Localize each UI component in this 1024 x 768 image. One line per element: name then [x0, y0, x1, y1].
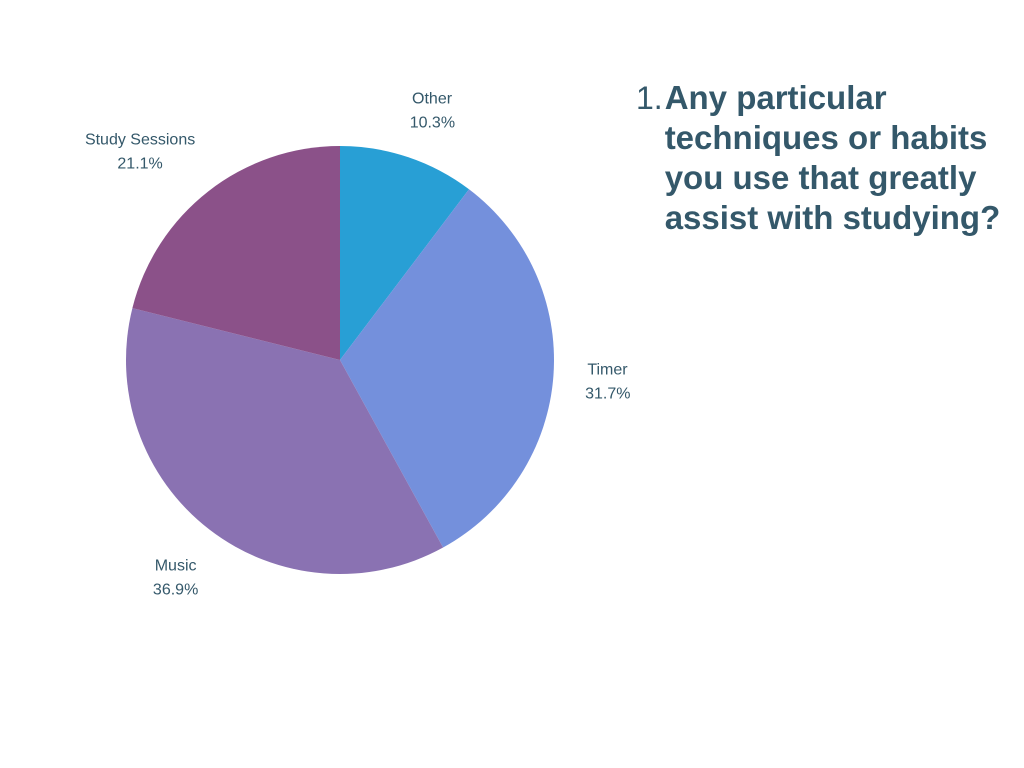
pie-slice-study-sessions-label: Study Sessions [85, 132, 195, 149]
pie-slice-timer-label: Timer [587, 362, 628, 379]
pie-slice-music-value: 36.9% [153, 581, 198, 598]
pie-slice-study-sessions-value: 21.1% [117, 156, 162, 173]
pie-slice-music [126, 308, 444, 574]
pie-slice-timer [340, 189, 554, 548]
pie-slice-timer-value: 31.7% [585, 386, 630, 403]
question-number: 1. [636, 80, 663, 116]
pie-slice-other-value: 10.3% [410, 114, 455, 131]
pie-slices [126, 145, 554, 574]
pie-slice-music-label: Music [155, 557, 197, 574]
pie-labels: Other 10.3% Timer 31.7% Music 36.9% Study Sess… [85, 90, 631, 598]
pie-slice-other [340, 146, 470, 360]
question-text: Any particular techniques or habits you … [664, 79, 1001, 236]
pie-slice-other-label: Other [412, 90, 453, 107]
question-heading: 1. Any particular techniques or habits y… [636, 78, 1016, 238]
pie-chart: Other 10.3% Timer 31.7% Music 36.9% Study Sess… [85, 90, 631, 598]
pie-slice-study-sessions [132, 145, 340, 360]
